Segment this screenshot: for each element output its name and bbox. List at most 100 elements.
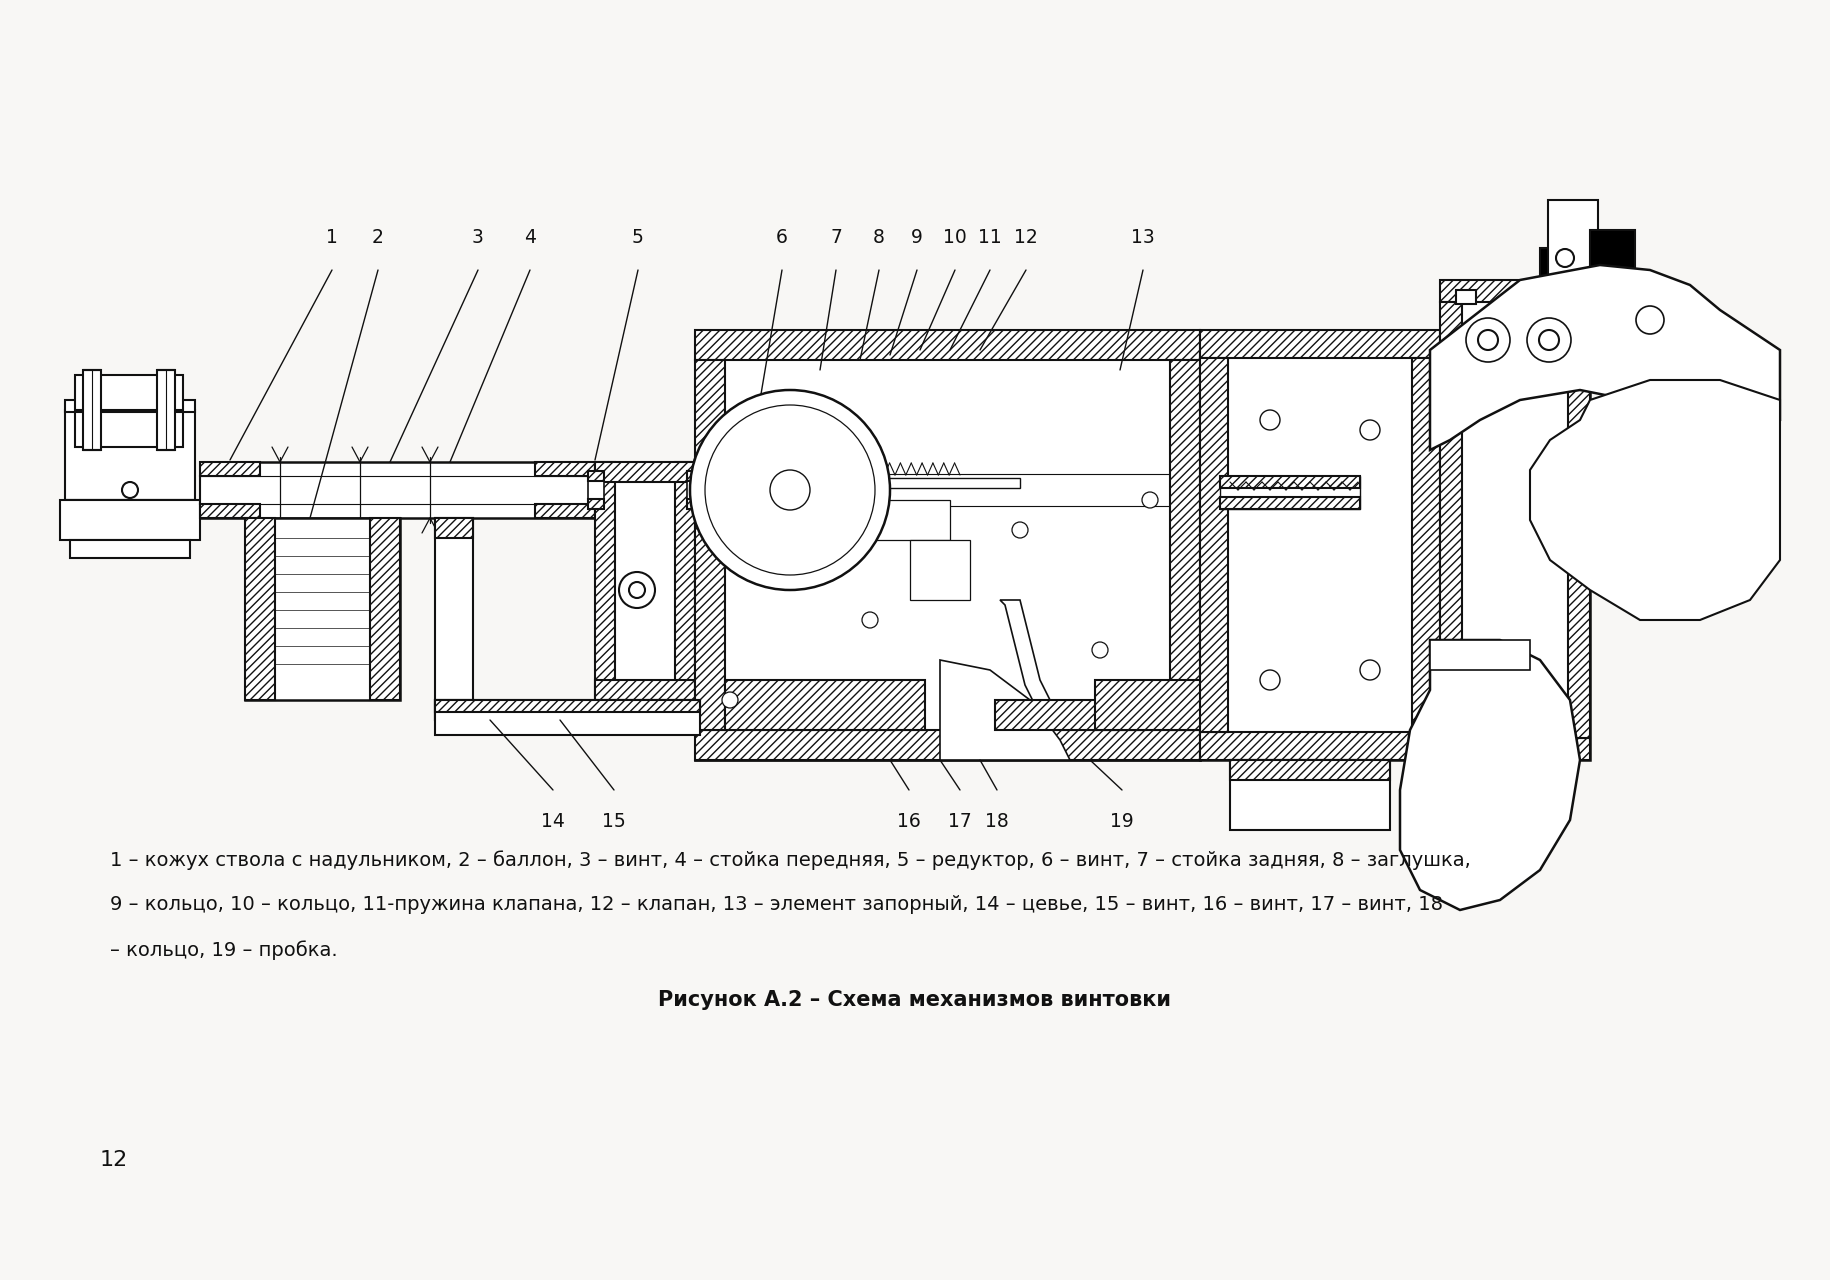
Bar <box>595 462 695 700</box>
Bar <box>1219 476 1360 488</box>
Circle shape <box>1477 330 1497 349</box>
Text: 5: 5 <box>631 228 644 247</box>
Bar <box>695 502 754 516</box>
Bar <box>199 462 260 476</box>
Bar <box>1230 760 1389 780</box>
Text: 14: 14 <box>542 812 565 831</box>
Bar <box>1199 330 1438 760</box>
Bar <box>436 518 472 719</box>
Bar <box>436 700 699 735</box>
Bar <box>1199 330 1438 358</box>
Circle shape <box>630 582 644 598</box>
Bar <box>199 476 240 504</box>
Text: 17: 17 <box>948 812 972 831</box>
Bar <box>1199 358 1228 732</box>
Text: 10: 10 <box>942 228 966 247</box>
Text: 15: 15 <box>602 812 626 831</box>
Bar <box>675 462 695 700</box>
Bar <box>1438 280 1588 760</box>
Bar <box>70 540 190 558</box>
Circle shape <box>690 390 889 590</box>
Bar <box>695 730 1199 760</box>
Bar <box>245 518 274 700</box>
Bar <box>1169 360 1199 730</box>
Circle shape <box>1539 330 1557 349</box>
Text: 12: 12 <box>1014 228 1038 247</box>
Bar <box>587 471 604 481</box>
Polygon shape <box>999 600 1060 724</box>
Circle shape <box>123 483 137 498</box>
Bar <box>436 518 472 538</box>
Circle shape <box>1466 317 1510 362</box>
Bar <box>370 518 399 700</box>
Text: 1: 1 <box>326 228 339 247</box>
Bar <box>910 540 970 600</box>
Text: 16: 16 <box>897 812 920 831</box>
Bar <box>820 477 1019 488</box>
Bar <box>1199 732 1438 760</box>
Bar <box>82 370 101 451</box>
Circle shape <box>1091 643 1107 658</box>
Text: Рисунок А.2 – Схема механизмов винтовки: Рисунок А.2 – Схема механизмов винтовки <box>659 989 1171 1010</box>
Bar <box>587 471 604 509</box>
Text: 2: 2 <box>371 228 384 247</box>
Bar <box>1510 291 1568 303</box>
Bar <box>1219 476 1360 509</box>
Polygon shape <box>1530 380 1779 620</box>
Bar <box>1438 739 1588 760</box>
Bar <box>64 399 194 412</box>
Bar <box>725 680 924 730</box>
Bar <box>199 476 595 504</box>
Circle shape <box>705 404 875 575</box>
Bar <box>199 462 595 518</box>
Circle shape <box>1142 492 1157 508</box>
Bar <box>1438 280 1588 302</box>
Bar <box>436 700 699 712</box>
Bar <box>595 462 615 700</box>
Bar <box>436 700 472 719</box>
Bar <box>695 474 754 488</box>
Text: 18: 18 <box>985 812 1008 831</box>
Bar <box>1566 302 1588 739</box>
Bar <box>75 412 183 447</box>
Circle shape <box>1259 410 1279 430</box>
Circle shape <box>1526 317 1570 362</box>
Text: 6: 6 <box>776 228 787 247</box>
Text: 7: 7 <box>829 228 842 247</box>
Bar <box>686 471 703 509</box>
Bar <box>199 504 260 518</box>
Text: 13: 13 <box>1131 228 1155 247</box>
Bar <box>695 330 1199 760</box>
Bar <box>1411 358 1438 732</box>
Bar <box>869 500 950 540</box>
Text: 9: 9 <box>911 228 922 247</box>
Text: 4: 4 <box>523 228 536 247</box>
Bar <box>1455 291 1475 303</box>
Wedge shape <box>690 390 889 590</box>
Circle shape <box>862 612 878 628</box>
Circle shape <box>619 572 655 608</box>
Bar <box>64 410 194 500</box>
Bar <box>75 375 183 410</box>
Polygon shape <box>1400 640 1579 910</box>
Bar <box>595 680 695 700</box>
Text: 1 – кожух ствола с надульником, 2 – баллон, 3 – винт, 4 – стойка передняя, 5 – р: 1 – кожух ствола с надульником, 2 – балл… <box>110 850 1469 869</box>
Text: 3: 3 <box>472 228 483 247</box>
Bar <box>1438 302 1460 739</box>
Text: 12: 12 <box>101 1149 128 1170</box>
Bar <box>1219 497 1360 509</box>
Text: 11: 11 <box>977 228 1001 247</box>
Bar <box>1094 680 1294 730</box>
Circle shape <box>1360 420 1380 440</box>
Text: 19: 19 <box>1109 812 1133 831</box>
Bar <box>245 518 399 700</box>
Text: 8: 8 <box>873 228 884 247</box>
Text: – кольцо, 19 – пробка.: – кольцо, 19 – пробка. <box>110 940 337 960</box>
Polygon shape <box>939 660 1069 760</box>
Bar <box>595 462 695 483</box>
Bar <box>534 504 595 518</box>
Bar <box>1588 230 1634 330</box>
Bar <box>994 700 1144 730</box>
Bar <box>1546 200 1598 291</box>
Polygon shape <box>1429 265 1779 451</box>
